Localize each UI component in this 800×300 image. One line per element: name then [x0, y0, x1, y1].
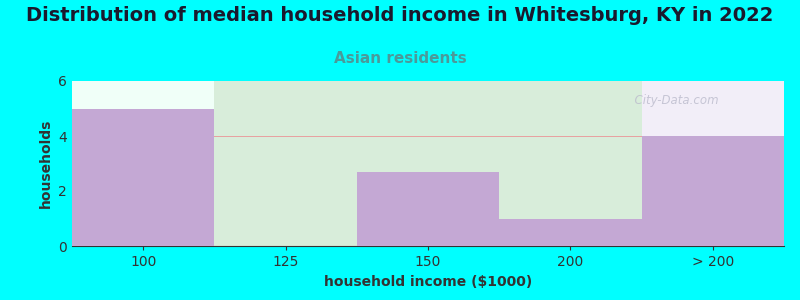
Bar — [499, 218, 642, 246]
X-axis label: household income ($1000): household income ($1000) — [324, 274, 532, 289]
Text: Distribution of median household income in Whitesburg, KY in 2022: Distribution of median household income … — [26, 6, 774, 25]
Bar — [72, 81, 214, 246]
Bar — [214, 81, 642, 246]
Text: Asian residents: Asian residents — [334, 51, 466, 66]
Bar — [72, 109, 214, 246]
Y-axis label: households: households — [38, 119, 53, 208]
Bar — [642, 81, 784, 246]
Bar — [642, 136, 784, 246]
Text: City-Data.com: City-Data.com — [627, 94, 719, 107]
Bar — [357, 172, 499, 246]
